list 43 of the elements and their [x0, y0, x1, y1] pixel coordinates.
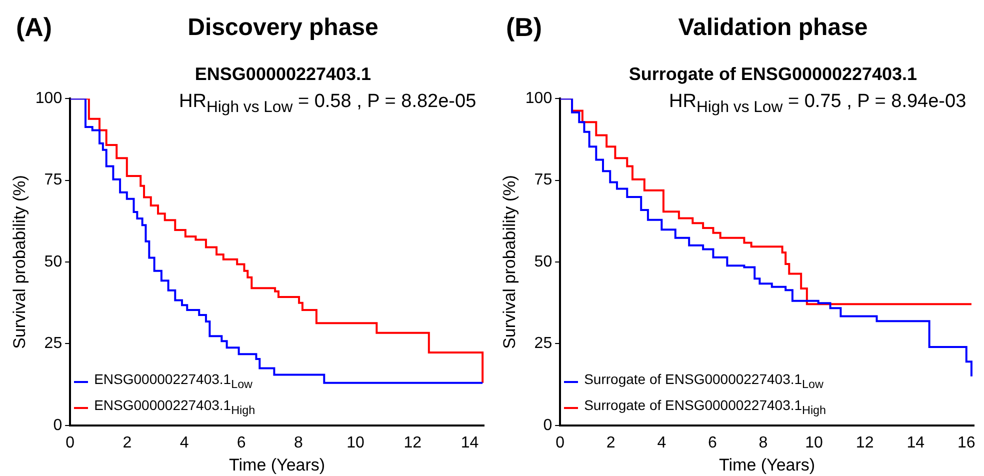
chart-subtitle: Surrogate of ENSG00000227403.1 [628, 64, 918, 85]
y-tick-label: 50 [44, 253, 62, 270]
annotation: HR$_{High vs Low}$ = 0.58 , P = 8.82e-05 [179, 90, 476, 116]
chart-subtitle: ENSG00000227403.1 [194, 64, 372, 85]
x-tick-label: 6 [708, 434, 717, 452]
x-tick-label: 2 [122, 434, 132, 452]
y-axis-title: Survival probability (%) [500, 175, 519, 349]
text: (A) [16, 12, 52, 43]
x-tick-label: 8 [294, 434, 304, 452]
y-tick-label: 0 [53, 416, 62, 434]
x-tick-label: 14 [906, 434, 925, 452]
legend-label: ENSG00000227403.1$_{Low}$ [94, 370, 252, 394]
chart-title: Discovery phase [186, 14, 380, 42]
x-tick-label: 10 [805, 434, 824, 452]
y-tick-label: 25 [44, 335, 62, 352]
legend-label: Surrogate of ENSG00000227403.1$_{High}$ [584, 396, 826, 419]
legend-label: ENSG00000227403.1$_{High}$ [94, 396, 256, 419]
x-tick-label: 6 [236, 434, 246, 452]
x-tick-label: 0 [556, 434, 565, 452]
x-tick-label: 2 [606, 434, 616, 452]
x-tick-label: 4 [180, 434, 189, 452]
x-tick-label: 4 [657, 434, 666, 452]
y-tick-label: 0 [543, 416, 552, 434]
annotation: HR$_{High vs Low}$ = 0.75 , P = 8.94e-03 [669, 90, 966, 116]
x-tick-label: 0 [66, 434, 75, 452]
x-tick-label: 10 [346, 434, 365, 452]
y-tick-label: 25 [534, 335, 552, 352]
x-tick-label: 12 [856, 434, 874, 452]
chart-title: Validation phase [677, 14, 869, 42]
text: (B) [506, 12, 542, 43]
x-tick-label: 14 [460, 434, 479, 452]
x-axis-title: Time (Years) [719, 455, 816, 474]
x-axis-title: Time (Years) [229, 455, 326, 474]
x-tick-label: 16 [957, 434, 976, 452]
y-tick-label: 75 [534, 172, 552, 189]
y-tick-label: 100 [35, 90, 62, 108]
legend-label: Surrogate of ENSG00000227403.1$_{Low}$ [584, 370, 824, 394]
x-tick-label: 12 [404, 434, 422, 452]
y-tick-label: 50 [534, 253, 552, 270]
x-tick-label: 8 [758, 434, 768, 452]
y-axis-title: Survival probability (%) [10, 175, 29, 349]
y-tick-label: 75 [44, 172, 62, 189]
y-tick-label: 100 [525, 90, 552, 108]
